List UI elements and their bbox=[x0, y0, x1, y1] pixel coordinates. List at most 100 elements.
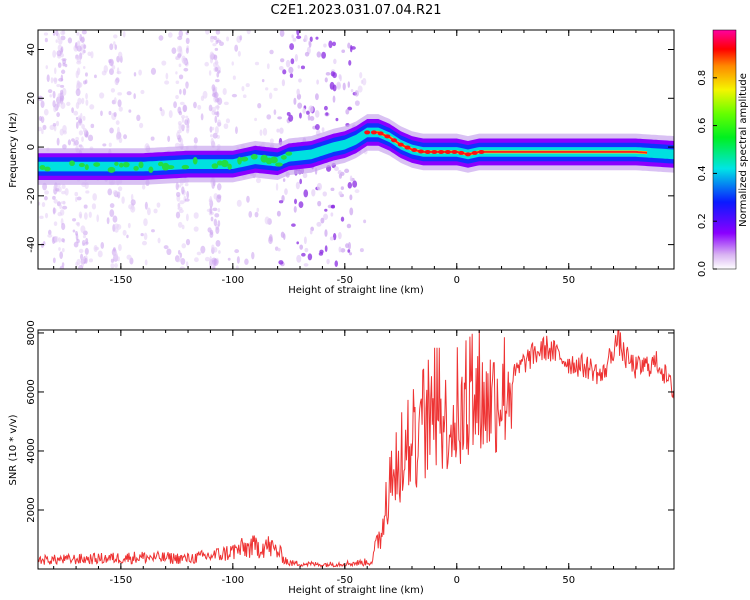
noise-speckle bbox=[90, 51, 94, 59]
noise-speckle bbox=[226, 36, 230, 42]
noise-speckle bbox=[113, 252, 119, 259]
noise-speckle bbox=[108, 110, 112, 116]
noise-speckle bbox=[242, 94, 247, 99]
noise-speckle bbox=[75, 196, 78, 203]
noise-speckle bbox=[334, 260, 338, 268]
snr-xlabel: Height of straight line (km) bbox=[288, 585, 424, 596]
noise-speckle bbox=[321, 127, 325, 133]
noise-speckle bbox=[58, 247, 61, 251]
noise-speckle bbox=[118, 137, 123, 144]
noise-speckle bbox=[39, 215, 44, 220]
noise-speckle bbox=[235, 265, 239, 269]
noise-speckle bbox=[116, 126, 120, 135]
noise-speckle bbox=[345, 108, 350, 115]
noise-speckle bbox=[161, 60, 167, 66]
colorbar: 0.0 0.2 0.4 0.6 0.8 Normalized spectral ampl… bbox=[697, 29, 749, 277]
noise-speckle bbox=[75, 70, 79, 79]
noise-speckle bbox=[207, 227, 212, 233]
spectrogram-ytick-label: 0 bbox=[26, 144, 37, 150]
noise-speckle bbox=[337, 232, 342, 240]
noise-speckle bbox=[52, 195, 56, 200]
noise-speckle bbox=[97, 250, 103, 258]
noise-speckle bbox=[175, 258, 181, 263]
noise-speckle bbox=[53, 236, 59, 243]
noise-speckle bbox=[281, 79, 286, 87]
noise-speckle bbox=[85, 190, 90, 194]
noise-speckle bbox=[214, 66, 219, 72]
noise-speckle bbox=[165, 72, 169, 80]
noise-speckle bbox=[82, 235, 87, 239]
noise-speckle bbox=[307, 114, 311, 121]
noise-speckle bbox=[340, 186, 345, 190]
noise-speckle bbox=[211, 244, 215, 251]
noise-speckle bbox=[178, 30, 183, 38]
noise-speckle bbox=[87, 51, 92, 56]
noise-speckle bbox=[48, 229, 52, 236]
noise-speckle bbox=[138, 69, 142, 76]
noise-speckle bbox=[38, 126, 43, 132]
noise-speckle bbox=[62, 205, 68, 210]
noise-speckle bbox=[202, 90, 208, 99]
noise-speckle bbox=[126, 254, 132, 260]
noise-speckle bbox=[330, 205, 335, 209]
noise-speckle bbox=[156, 202, 161, 208]
ridge-peak bbox=[250, 153, 258, 160]
noise-speckle bbox=[85, 133, 89, 138]
noise-speckle bbox=[246, 30, 251, 35]
noise-speckle bbox=[325, 112, 329, 116]
noise-speckle bbox=[178, 63, 182, 68]
noise-speckle bbox=[316, 51, 322, 58]
noise-speckle bbox=[278, 260, 284, 265]
noise-speckle bbox=[44, 37, 48, 43]
noise-speckle bbox=[58, 77, 64, 82]
noise-speckle bbox=[289, 43, 295, 50]
noise-speckle bbox=[214, 213, 220, 218]
ridge-core-peak bbox=[431, 149, 438, 154]
noise-speckle bbox=[177, 221, 183, 228]
ridge-peak bbox=[84, 164, 89, 171]
noise-speckle bbox=[329, 236, 334, 241]
noise-speckle bbox=[212, 207, 218, 212]
noise-speckle bbox=[279, 127, 284, 134]
noise-speckle bbox=[53, 199, 58, 204]
noise-speckle bbox=[76, 196, 82, 201]
noise-speckle bbox=[59, 265, 65, 269]
noise-speckle bbox=[208, 104, 213, 112]
noise-speckle bbox=[196, 251, 202, 256]
noise-speckle bbox=[52, 207, 56, 215]
noise-speckle bbox=[231, 61, 234, 66]
noise-speckle bbox=[81, 97, 85, 105]
noise-speckle bbox=[278, 65, 284, 71]
noise-speckle bbox=[347, 106, 353, 111]
noise-speckle bbox=[136, 114, 141, 122]
noise-speckle bbox=[50, 77, 54, 84]
ridge-core-peak bbox=[458, 150, 465, 155]
ridge-core-peak bbox=[464, 152, 471, 157]
noise-speckle bbox=[62, 130, 67, 135]
noise-speckle bbox=[215, 79, 220, 83]
noise-speckle bbox=[340, 171, 345, 176]
noise-speckle bbox=[52, 257, 56, 264]
noise-speckle bbox=[185, 261, 189, 267]
noise-speckle bbox=[306, 110, 310, 115]
noise-speckle bbox=[143, 232, 148, 241]
ridge-core-peak bbox=[397, 142, 404, 147]
noise-speckle bbox=[150, 136, 155, 141]
noise-speckle bbox=[167, 135, 171, 142]
ridge-peak bbox=[138, 161, 144, 169]
ridge-peak bbox=[133, 165, 139, 171]
figure-title: C2E1.2023.031.07.04.R21 bbox=[270, 3, 441, 18]
colorbar-label: Normalized spectral amplitude bbox=[738, 73, 749, 227]
noise-speckle bbox=[362, 77, 367, 86]
noise-speckle bbox=[288, 114, 294, 122]
noise-speckle bbox=[322, 191, 327, 197]
noise-speckle bbox=[59, 128, 64, 136]
noise-speckle bbox=[179, 252, 183, 258]
noise-speckle bbox=[115, 79, 119, 86]
noise-speckle bbox=[307, 253, 313, 261]
noise-speckle bbox=[175, 191, 181, 198]
noise-speckle bbox=[52, 123, 57, 127]
noise-speckle bbox=[47, 89, 53, 94]
snr-xtick-label: 0 bbox=[454, 575, 460, 586]
noise-speckle bbox=[348, 252, 353, 256]
